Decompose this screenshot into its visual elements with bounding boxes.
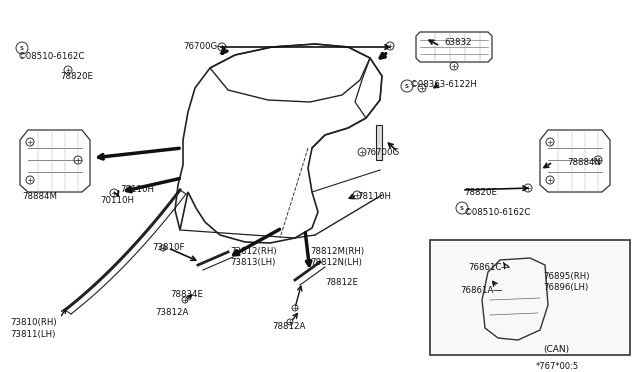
Text: 73812A: 73812A	[155, 308, 188, 317]
Text: 63832: 63832	[444, 38, 472, 47]
Text: 78812N(LH): 78812N(LH)	[310, 258, 362, 267]
Text: 76895(RH): 76895(RH)	[543, 272, 589, 281]
Text: 78110H: 78110H	[120, 185, 154, 194]
Text: 73812(RH): 73812(RH)	[230, 247, 276, 256]
Text: 76700G: 76700G	[365, 148, 399, 157]
Text: ©08510-6162C: ©08510-6162C	[464, 208, 531, 217]
Text: 78812E: 78812E	[325, 278, 358, 287]
Text: 78820E: 78820E	[464, 188, 497, 197]
Text: 78110H: 78110H	[357, 192, 391, 201]
Text: 73813(LH): 73813(LH)	[230, 258, 275, 267]
Text: S: S	[460, 205, 464, 211]
Text: 76700G―: 76700G―	[183, 42, 226, 51]
Text: 78884N: 78884N	[567, 158, 601, 167]
Text: 78820E: 78820E	[60, 72, 93, 81]
FancyBboxPatch shape	[430, 240, 630, 355]
Text: 73811(LH): 73811(LH)	[10, 330, 56, 339]
Text: 73810F: 73810F	[152, 243, 184, 252]
Text: 70110H: 70110H	[100, 196, 134, 205]
Text: 78834E: 78834E	[170, 290, 203, 299]
Text: 78884M: 78884M	[22, 192, 57, 201]
Text: 73810(RH): 73810(RH)	[10, 318, 56, 327]
Text: S: S	[405, 83, 409, 89]
Text: ©08363-6122H: ©08363-6122H	[410, 80, 478, 89]
Text: 76861A―: 76861A―	[460, 286, 502, 295]
Text: 78812A: 78812A	[272, 322, 305, 331]
Text: S: S	[20, 45, 24, 51]
Text: *767*00:5: *767*00:5	[536, 362, 579, 371]
Text: 76896(LH): 76896(LH)	[543, 283, 588, 292]
Text: ©08510-6162C: ©08510-6162C	[18, 52, 85, 61]
Text: (CAN): (CAN)	[543, 345, 569, 354]
Text: 76861C―: 76861C―	[468, 263, 510, 272]
Text: 78812M(RH): 78812M(RH)	[310, 247, 364, 256]
Polygon shape	[376, 125, 382, 160]
